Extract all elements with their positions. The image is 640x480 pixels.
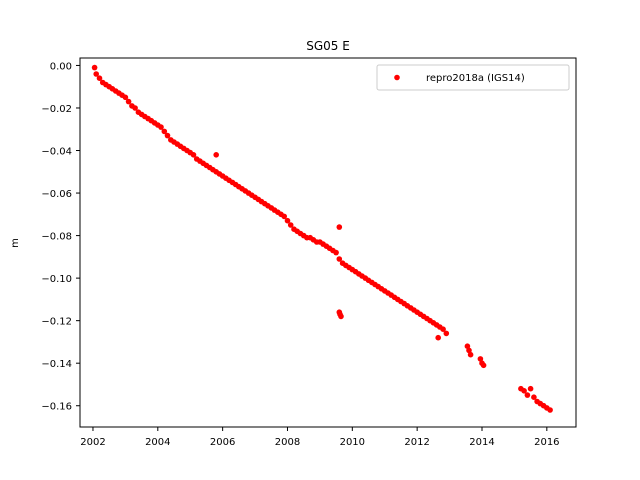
x-tick-label: 2012 (404, 437, 429, 448)
x-tick-label: 2016 (534, 437, 559, 448)
y-tick-label: −0.04 (41, 147, 72, 158)
x-tick-label: 2014 (469, 437, 494, 448)
plot-area (79, 57, 577, 428)
x-axis: 2002 2004 2006 2008 2010 2012 2014 2016 (80, 427, 560, 448)
data-points (91, 64, 553, 413)
data-point (480, 362, 487, 369)
data-point (477, 356, 484, 362)
y-tick-label: −0.06 (41, 189, 72, 200)
y-axis-label: m (10, 238, 21, 248)
x-tick-label: 2010 (340, 437, 365, 448)
data-point (464, 343, 471, 350)
plot-frame (79, 57, 577, 428)
data-point (281, 213, 288, 220)
y-tick-label: −0.12 (41, 317, 72, 328)
data-point (284, 217, 291, 224)
data-point (91, 64, 98, 71)
data-point (190, 152, 197, 158)
data-point (96, 75, 103, 81)
data-point (333, 249, 339, 256)
y-tick-label: −0.14 (41, 359, 72, 370)
data-point (125, 98, 132, 105)
data-point (161, 128, 168, 135)
y-tick-label: −0.08 (41, 232, 72, 243)
x-tick-label: 2006 (210, 437, 235, 448)
x-tick-label: 2008 (275, 437, 300, 448)
data-point (164, 132, 171, 139)
data-point (158, 124, 164, 130)
data-point (440, 326, 446, 333)
x-tick-label: 2002 (80, 437, 105, 448)
data-point (524, 392, 531, 398)
data-point (521, 388, 527, 394)
data-point (287, 222, 294, 228)
y-axis: 0.00 −0.02 −0.04 −0.06 −0.08 −0.10 −0.12 −0.14 −… (41, 61, 80, 413)
data-point (122, 94, 129, 101)
data-point (527, 385, 534, 392)
data-point (443, 330, 450, 337)
data-point (435, 334, 442, 341)
y-tick-label: 0.00 (50, 61, 72, 72)
y-tick-label: −0.02 (41, 104, 72, 115)
data-point (336, 224, 343, 230)
legend: repro2018a (IGS14) (376, 64, 570, 91)
data-point (466, 347, 472, 354)
data-point (547, 407, 553, 413)
legend-marker (394, 74, 400, 81)
data-point (132, 105, 138, 111)
data-point (93, 71, 99, 77)
data-point (467, 351, 474, 358)
data-point (531, 394, 537, 401)
y-tick-label: −0.16 (41, 402, 72, 413)
chart-title: SG05 E (306, 39, 350, 53)
legend-label: repro2018a (IGS14) (426, 73, 525, 84)
x-tick-label: 2004 (145, 437, 170, 448)
y-tick-label: −0.10 (41, 274, 72, 285)
data-point (213, 152, 219, 158)
data-point (336, 256, 343, 262)
legend-box (376, 64, 570, 91)
data-point (338, 313, 344, 320)
